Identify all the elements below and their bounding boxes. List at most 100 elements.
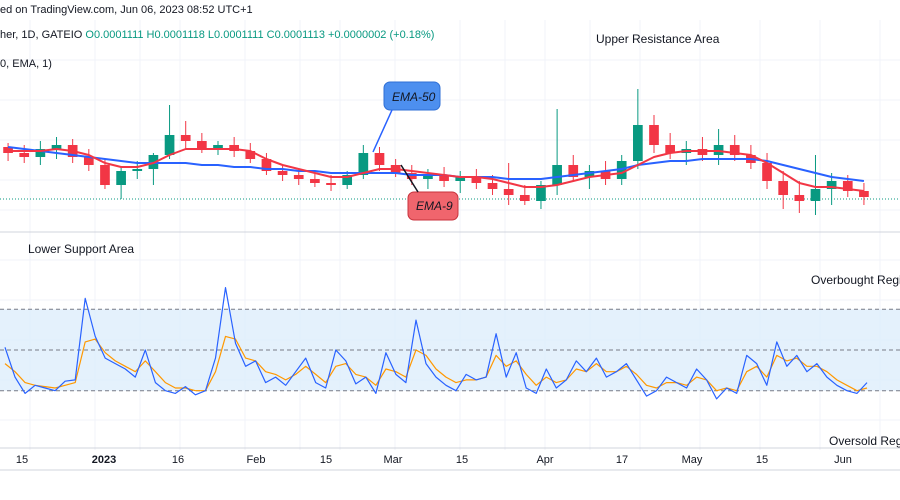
ema9-line [8,148,865,192]
candle-body [794,195,805,201]
candle-body [471,177,482,183]
candle-body [842,181,853,191]
x-tick-label: 15 [456,454,468,466]
lower-support-label: Lower Support Area [28,242,135,256]
candle [536,181,546,209]
candle [455,171,466,193]
candle [245,143,256,163]
x-tick-label: Feb [247,454,266,466]
candle-body [213,145,223,149]
candle [794,181,805,213]
candle [729,135,740,161]
candle-body [568,165,579,177]
candle [51,137,62,159]
oscillator-slow-line [4,335,868,392]
candle-body [487,183,498,189]
candle [859,183,869,205]
candle [374,147,385,171]
ema50-callout-box [383,81,441,111]
candle-body [342,175,353,185]
upper-resistance-label: Upper Resistance Area [596,32,720,46]
x-tick-label: May [682,454,703,466]
candle [826,173,837,205]
candle-body [552,165,562,185]
ema9-callout-box [407,191,459,221]
x-tick-label: 15 [16,454,28,466]
x-tick-label: 16 [172,454,184,466]
candle-body [83,157,94,165]
candle-body [229,145,239,151]
oversold-label: Oversold Regio [829,434,900,448]
candle-body [100,165,110,185]
candle-body [503,189,514,195]
candle [3,143,13,161]
candle-body [859,191,869,197]
candle-body [423,175,433,179]
candle-body [310,179,320,183]
candle [600,161,611,185]
ema9-callout-pointer [400,164,419,193]
candle-body [245,151,256,159]
ema9-callout-label: EMA-9 [416,199,453,213]
candle [519,185,530,205]
candle [697,137,708,161]
ohlc-line: her, 1D, GATEIO O0.0001111 H0.0001118 L0… [0,29,434,41]
candle [261,153,272,175]
candle [665,133,675,159]
candle [633,89,643,169]
candle-body [826,181,837,189]
candle [439,167,449,187]
candle-body [536,185,546,201]
candle-body [439,175,449,181]
x-tick-label: 15 [756,454,768,466]
candle-body [729,145,740,155]
candle-body [277,171,288,175]
candle [310,173,320,187]
candle-body [358,153,369,175]
candle-body [197,141,207,149]
indicator-text: 0, EMA, 1) [0,58,52,70]
symbol-text: her, 1D, GATEIO [0,29,83,41]
candle-body [374,153,385,165]
candle-body [132,169,143,171]
candle [471,169,482,189]
candle-body [649,125,659,145]
oscillator-fast-line [4,287,868,400]
candle [116,167,126,199]
x-tick-label: 17 [616,454,628,466]
candle-body [261,159,272,171]
candle-body [326,183,336,185]
published-line: ed on TradingView.com, Jun 06, 2023 08:5… [0,4,253,16]
candle-body [180,135,191,141]
x-tick-label: 15 [320,454,332,466]
candle-body [762,163,772,181]
candle [552,109,562,195]
x-tick-label: Apr [536,454,553,466]
candle-body [116,171,126,185]
candle-body [35,149,46,157]
candle-body [406,173,417,179]
x-tick-label: Mar [384,454,403,466]
candle-body [455,177,466,181]
candle-body [633,125,643,161]
candle [83,149,94,171]
candle [164,105,175,159]
candle-body [519,195,530,201]
candle-body [810,189,821,201]
candle [568,155,579,181]
published-text: ed on TradingView.com, Jun 06, 2023 08:5… [0,4,253,16]
candle-body [665,145,675,153]
candle [35,141,46,165]
candle-body [51,145,62,149]
candle-body [293,175,304,179]
candle [762,153,772,189]
candle-body [164,135,175,155]
ema50-callout-pointer [372,109,393,153]
ema50-callout-label: EMA-50 [392,90,436,104]
candle [277,165,288,181]
candle [132,161,143,179]
candle-body [3,147,13,153]
candle-body [778,181,789,195]
